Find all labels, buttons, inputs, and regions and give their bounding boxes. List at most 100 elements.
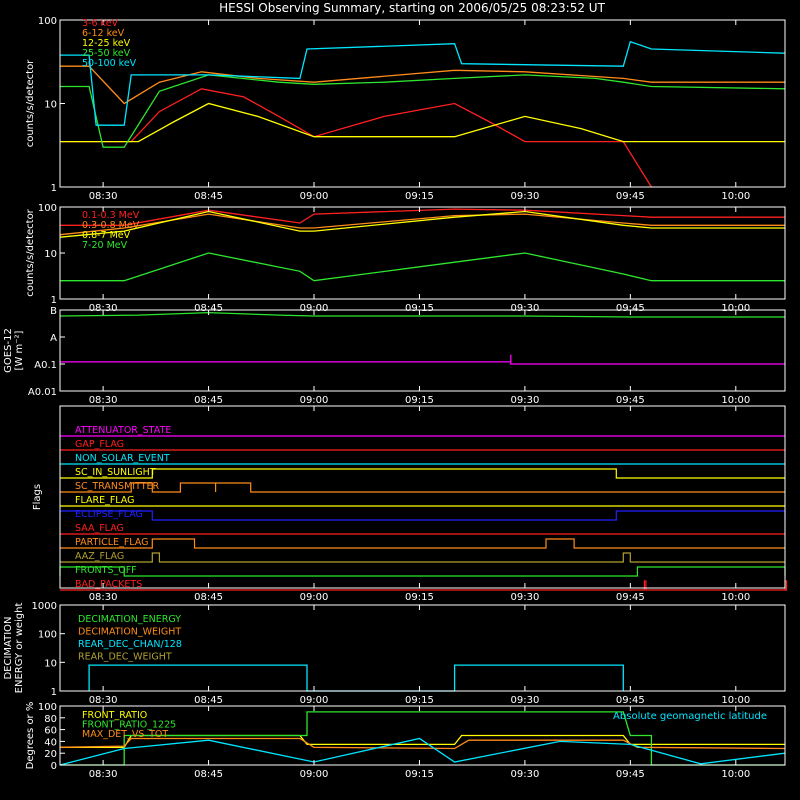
panel-high-energy: 08:30 08:45 09:00 09:15 09:30 09:45 10:00 1 10 10… xyxy=(25,203,786,314)
decimation-frame xyxy=(59,604,786,692)
high-energy-series-0 xyxy=(60,208,785,226)
flags-xtick-label: 10:00 xyxy=(721,592,750,603)
goes-ytick-label: A xyxy=(50,333,57,344)
flags-xtick-label: 09:45 xyxy=(616,592,645,603)
ratios-series-0 xyxy=(60,734,785,748)
ratios-xtick-label: 09:00 xyxy=(300,769,329,780)
high-energy-ytick-label: 1 xyxy=(51,295,57,306)
decimation-xtick-label: 09:00 xyxy=(300,695,329,706)
goes-ytick-label: B xyxy=(50,306,57,317)
decimation-legend-item: DECIMATION_ENERGY xyxy=(78,614,181,625)
low-energy-xtick-label: 08:30 xyxy=(89,191,118,202)
decimation-xtick-label: 08:45 xyxy=(194,695,223,706)
ratios-ytick-label: 80 xyxy=(44,714,57,725)
ratios-legend-item: MAX_DET_VS_TOT xyxy=(82,729,168,740)
ratios-legend-item: FRONT_RATIO xyxy=(82,710,147,721)
ratios-xtick-label: 08:30 xyxy=(89,769,118,780)
high-energy-xtick-label: 09:45 xyxy=(616,303,645,314)
flag-label: SAA_FLAG xyxy=(75,523,124,534)
decimation-xtick-label: 10:00 xyxy=(721,695,750,706)
goes-frame xyxy=(59,309,786,392)
ratios-ytick-label: 60 xyxy=(44,726,57,737)
flags-xtick-label: 09:15 xyxy=(405,592,434,603)
flag-label: BAD_PACKETS xyxy=(75,579,142,590)
flag-line-sc_in_sunlight xyxy=(60,468,785,479)
low-energy-legend-item: 12-25 keV xyxy=(82,38,131,49)
flag-line-fronts_off xyxy=(59,566,786,577)
high-energy-legend-item: 7-20 MeV xyxy=(82,240,128,251)
flags-xtick-label: 08:45 xyxy=(194,592,223,603)
goes-series-1 xyxy=(60,354,785,365)
high-energy-ytick-label: 10 xyxy=(44,249,57,260)
goes-ylabel: [W m⁻²] xyxy=(14,330,25,370)
low-energy-ylabel: counts/s/detector xyxy=(25,59,36,147)
ratios-ytick-label: 0 xyxy=(51,761,57,772)
low-energy-legend-item: 50-100 keV xyxy=(82,58,137,69)
flags-xtick-label: 09:00 xyxy=(300,592,329,603)
goes-ytick-label: A0.1 xyxy=(34,360,57,371)
decimation-xtick-label: 09:30 xyxy=(510,695,539,706)
panel-goes: 08:30 08:45 09:00 09:15 09:30 09:45 10:00 A0.01… xyxy=(3,306,786,406)
ratios-ytick-label: 20 xyxy=(44,749,57,760)
low-energy-series-0 xyxy=(60,88,652,188)
high-energy-series-3 xyxy=(60,252,785,282)
goes-xtick-label: 08:30 xyxy=(89,395,118,406)
panel-low-energy: 08:30 08:45 09:00 09:15 09:30 09:45 10:00 1 10 10… xyxy=(25,16,786,202)
flag-label: ECLIPSE_FLAG xyxy=(75,509,143,520)
low-energy-xtick-label: 09:45 xyxy=(616,191,645,202)
flags-xtick-label: 09:30 xyxy=(510,592,539,603)
flag-label: GAP_FLAG xyxy=(75,439,124,450)
figure-title: HESSI Observing Summary, starting on 200… xyxy=(219,1,605,15)
flags-frame xyxy=(59,405,786,589)
flags-ylabel: Flags xyxy=(32,484,43,510)
ratios-frame xyxy=(59,705,786,766)
flag-label: AAZ_FLAG xyxy=(75,551,124,562)
high-energy-xtick-label: 09:30 xyxy=(510,303,539,314)
flag-label: SC_TRANSMITTER xyxy=(75,481,160,492)
decimation-xtick-label: 09:45 xyxy=(616,695,645,706)
decimation-ytick-label: 100 xyxy=(38,630,57,641)
decimation-legend-item: REAR_DEC_WEIGHT xyxy=(78,652,172,663)
goes-ytick-label: A0.01 xyxy=(28,387,57,398)
flag-label: SC_IN_SUNLIGHT xyxy=(75,467,156,478)
low-energy-ytick-label: 1 xyxy=(51,183,57,194)
high-energy-ytick-label: 100 xyxy=(38,203,57,214)
ratios-ytick-label: 40 xyxy=(44,737,57,748)
low-energy-ytick-label: 100 xyxy=(38,16,57,27)
goes-series-0 xyxy=(59,311,785,318)
flag-line-sc_transmitter xyxy=(60,482,785,493)
decimation-ytick-label: 1000 xyxy=(32,601,57,612)
decimation-ytick-label: 10 xyxy=(44,658,57,669)
ratios-xtick-label: 09:30 xyxy=(510,769,539,780)
high-energy-ylabel: counts/s/detector xyxy=(25,208,36,296)
high-energy-xtick-label: 08:45 xyxy=(194,303,223,314)
ratios-series-3 xyxy=(59,737,786,766)
low-energy-xtick-label: 08:45 xyxy=(194,191,223,202)
ratios-ylabel: Degrees or % xyxy=(25,702,36,770)
panels-layer: 08:30 08:45 09:00 09:15 09:30 09:45 10:0011010… xyxy=(3,16,788,780)
high-energy-legend-item: 0.8-7 MeV xyxy=(82,230,131,241)
high-energy-legend-item: 0.3-0.8 MeV xyxy=(82,220,140,231)
ratios-xtick-label: 09:15 xyxy=(405,769,434,780)
decimation-xtick-label: 08:30 xyxy=(89,695,118,706)
flag-line-eclipse_flag xyxy=(59,510,786,521)
low-energy-ytick-label: 10 xyxy=(44,100,57,111)
flag-label: PARTICLE_FLAG xyxy=(75,537,148,548)
low-energy-series-4 xyxy=(60,40,786,126)
decimation-ylabel: ENERGY or weight xyxy=(14,603,25,694)
ratios-xtick-label: 08:45 xyxy=(194,769,223,780)
low-energy-series-3 xyxy=(60,74,786,148)
high-energy-xtick-label: 10:00 xyxy=(721,303,750,314)
low-energy-series-1 xyxy=(60,65,785,105)
decimation-ylabel: DECIMATION xyxy=(3,616,14,679)
flag-line-aaz_flag xyxy=(60,552,785,563)
flag-line-bad_packets xyxy=(60,580,788,591)
flag-label: FRONTS_OFF xyxy=(75,565,137,576)
flag-line-particle_flag xyxy=(60,538,785,549)
ratios-xtick-label: 10:00 xyxy=(721,769,750,780)
high-energy-xtick-label: 09:00 xyxy=(300,303,329,314)
low-energy-xtick-label: 09:30 xyxy=(510,191,539,202)
goes-xtick-label: 09:30 xyxy=(510,395,539,406)
goes-xtick-label: 08:45 xyxy=(194,395,223,406)
